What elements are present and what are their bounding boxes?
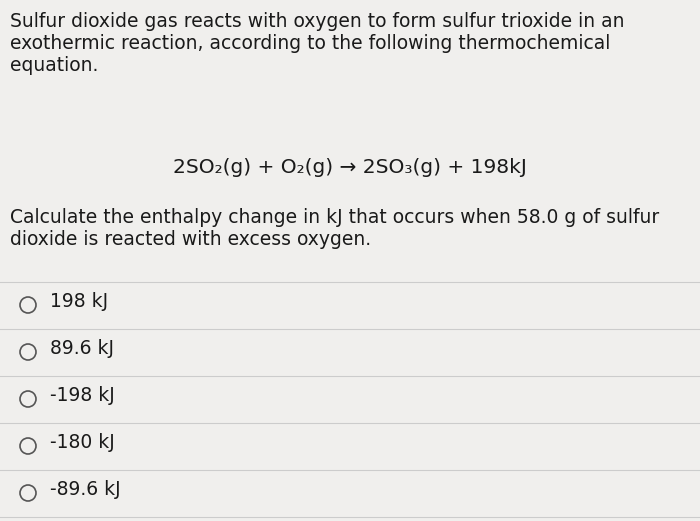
Text: -180 kJ: -180 kJ: [50, 433, 115, 452]
Text: Calculate the enthalpy change in kJ that occurs when 58.0 g of sulfur
dioxide is: Calculate the enthalpy change in kJ that…: [10, 208, 659, 249]
Text: Sulfur dioxide gas reacts with oxygen to form sulfur trioxide in an
exothermic r: Sulfur dioxide gas reacts with oxygen to…: [10, 12, 624, 75]
Text: 89.6 kJ: 89.6 kJ: [50, 339, 114, 358]
Text: 2SO₂(g) + O₂(g) → 2SO₃(g) + 198kJ: 2SO₂(g) + O₂(g) → 2SO₃(g) + 198kJ: [173, 158, 527, 177]
Text: -89.6 kJ: -89.6 kJ: [50, 480, 120, 499]
Text: -198 kJ: -198 kJ: [50, 386, 115, 405]
Text: 198 kJ: 198 kJ: [50, 292, 108, 311]
